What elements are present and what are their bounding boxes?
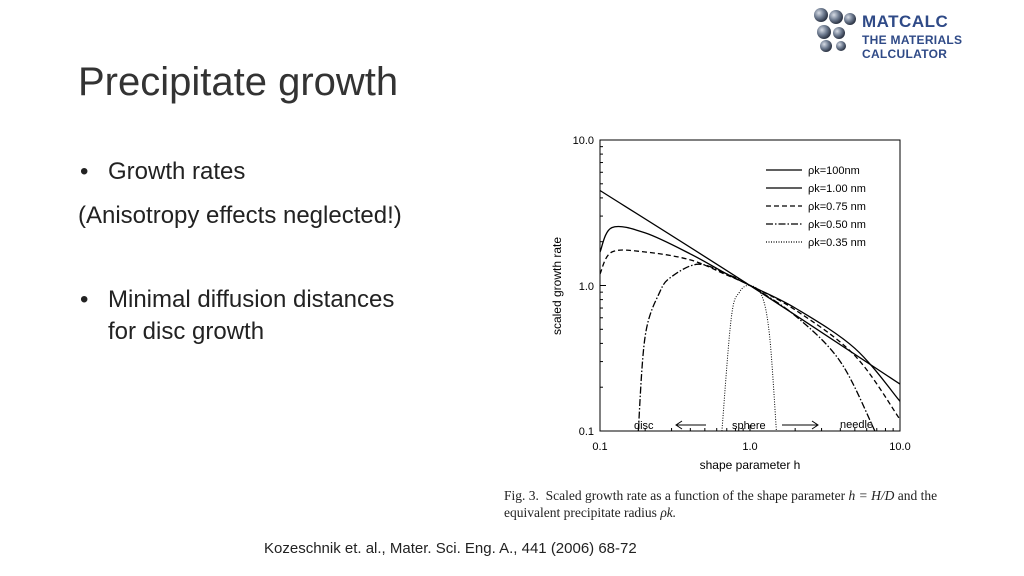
anisotropy-note: (Anisotropy effects neglected!) bbox=[78, 202, 402, 229]
slide-title: Precipitate growth bbox=[78, 60, 399, 104]
series-line bbox=[721, 284, 777, 432]
caption-text-3: equivalent precipitate radius bbox=[504, 505, 657, 520]
y-tick-label: 1.0 bbox=[579, 281, 594, 293]
arrow-left-icon bbox=[675, 420, 706, 430]
bullet-text-line1: Minimal diffusion distances bbox=[108, 286, 395, 313]
bullet-icon: • bbox=[80, 286, 89, 313]
figure-caption: Fig. 3. Scaled growth rate as a function… bbox=[504, 487, 974, 521]
bullet-text: Growth rates bbox=[108, 158, 246, 185]
x-tick-label: 10.0 bbox=[889, 441, 910, 453]
y-tick-label: 10.0 bbox=[573, 135, 594, 147]
annotation-needle: needle bbox=[840, 419, 873, 431]
annotation-disc: disc bbox=[634, 420, 654, 432]
x-tick-label: 1.0 bbox=[742, 441, 757, 453]
matcalc-logo: MATCALC THE MATERIALS CALCULATOR bbox=[812, 6, 1018, 61]
caption-equation: h = H/D bbox=[848, 488, 895, 503]
bullet-growth-rates: • Growth rates bbox=[78, 156, 518, 188]
legend-label: ρk=100nm bbox=[808, 165, 860, 177]
logo-subtitle: THE MATERIALS CALCULATOR bbox=[862, 33, 963, 61]
arrow-right-icon bbox=[782, 420, 819, 430]
legend-label: ρk=0.75 nm bbox=[808, 201, 866, 213]
bullet-icon: • bbox=[80, 158, 89, 185]
bullet-text-line2: for disc growth bbox=[108, 318, 265, 345]
caption-symbol: ρk. bbox=[660, 505, 677, 520]
y-axis-label: scaled growth rate bbox=[550, 237, 564, 335]
citation: Kozeschnik et. al., Mater. Sci. Eng. A.,… bbox=[264, 540, 637, 557]
legend-label: ρk=1.00 nm bbox=[808, 183, 866, 195]
x-axis-label: shape parameter h bbox=[700, 458, 801, 472]
caption-text-2: and the bbox=[897, 488, 938, 503]
series-line bbox=[599, 225, 901, 402]
logo-title: MATCALC bbox=[862, 12, 949, 31]
legend-label: ρk=0.35 nm bbox=[808, 237, 866, 249]
bullet-diffusion: • Minimal diffusion distances for disc g… bbox=[78, 284, 518, 348]
series-line bbox=[637, 263, 876, 432]
growth-rate-chart: ρk=100nm ρk=1.00 nm ρk=0.75 nm ρk=0.50 nm ρk… bbox=[550, 135, 911, 472]
y-tick-label: 0.1 bbox=[579, 426, 594, 438]
annotation-sphere: sphere bbox=[732, 420, 766, 432]
series-line bbox=[599, 249, 901, 420]
slide-body: • Growth rates (Anisotropy effects negle… bbox=[78, 156, 518, 348]
caption-text-1: Scaled growth rate as a function of the … bbox=[545, 488, 846, 503]
x-tick-label: 0.1 bbox=[592, 441, 607, 453]
logo-spheres-icon bbox=[814, 8, 856, 52]
caption-prefix: Fig. 3. bbox=[504, 488, 539, 503]
legend-label: ρk=0.50 nm bbox=[808, 219, 866, 231]
